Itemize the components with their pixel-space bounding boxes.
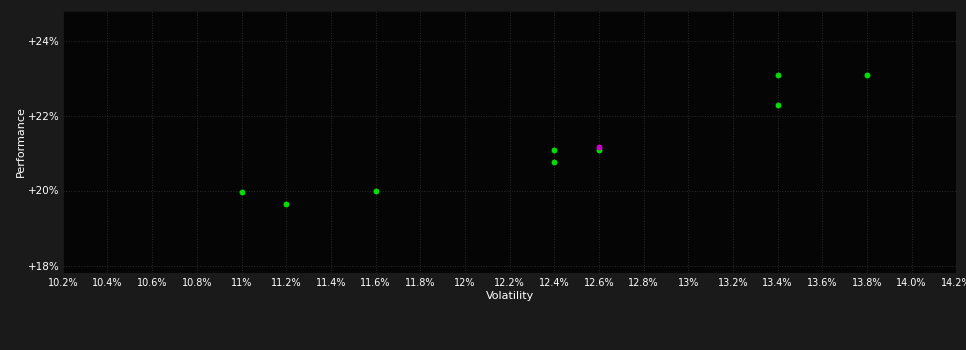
Point <box>770 102 785 108</box>
Point <box>591 147 607 153</box>
Point <box>547 160 562 165</box>
Point <box>234 190 249 195</box>
Point <box>368 188 384 194</box>
Point <box>278 201 294 206</box>
Point <box>860 72 875 78</box>
X-axis label: Volatility: Volatility <box>486 290 533 301</box>
Y-axis label: Performance: Performance <box>15 106 25 177</box>
Point <box>547 147 562 153</box>
Point <box>770 72 785 78</box>
Point <box>591 145 607 150</box>
